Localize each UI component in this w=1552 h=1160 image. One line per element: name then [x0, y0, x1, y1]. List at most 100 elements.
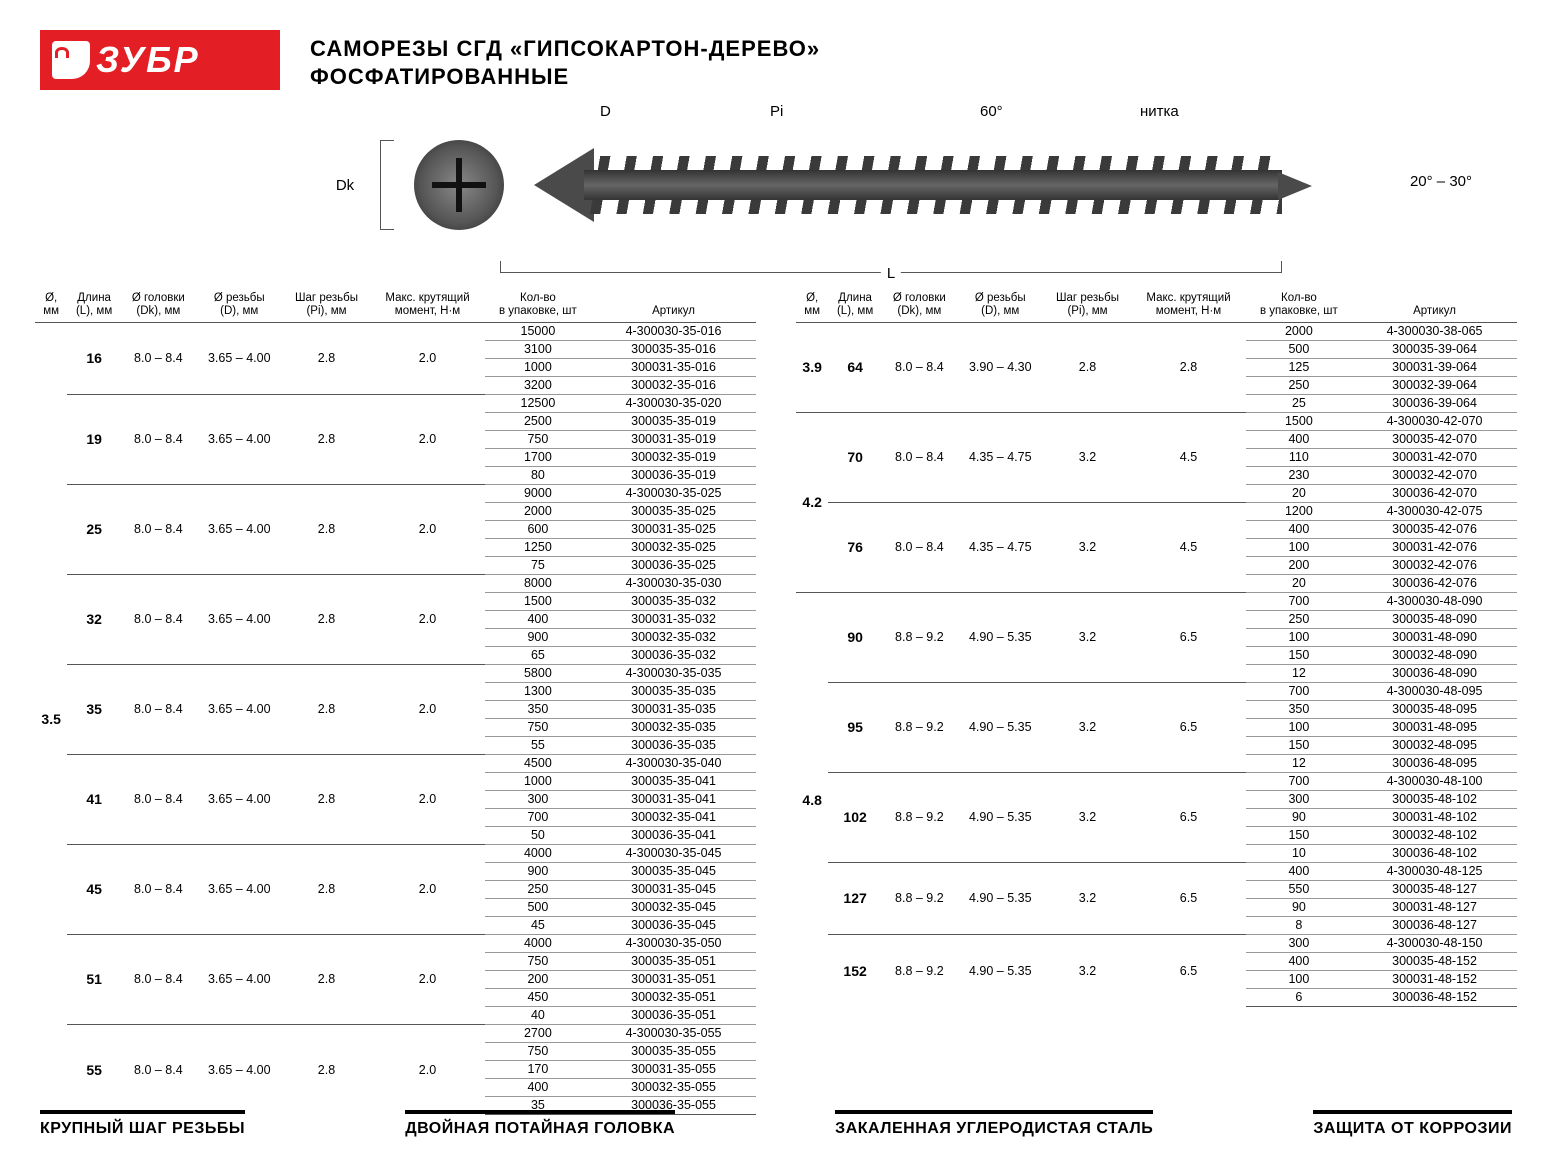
- cell-tq: 2.0: [370, 323, 485, 395]
- cell-pack-qty: 100: [1246, 971, 1352, 989]
- col-header: Шаг резьбы(Pi), мм: [1044, 290, 1132, 323]
- cell-article: 300035-35-041: [591, 773, 756, 791]
- cell-dk: 8.8 – 9.2: [882, 683, 957, 773]
- cell-article: 4-300030-35-040: [591, 755, 756, 773]
- cell-pack-qty: 65: [485, 647, 591, 665]
- cell-article: 300035-48-102: [1352, 791, 1517, 809]
- cell-tq: 6.5: [1131, 593, 1246, 683]
- cell-pack-qty: 170: [485, 1061, 591, 1079]
- cell-dk: 8.0 – 8.4: [121, 665, 196, 755]
- cell-pi: 3.2: [1044, 773, 1132, 863]
- cell-tq: 2.0: [370, 485, 485, 575]
- col-header: Ø головки(Dk), мм: [121, 290, 196, 323]
- col-header: Шаг резьбы(Pi), мм: [283, 290, 371, 323]
- cell-article: 300032-35-041: [591, 809, 756, 827]
- screw-diagram: Dk D Pi 60° нитка 20° – 30° L: [320, 105, 1452, 265]
- cell-pack-qty: 200: [485, 971, 591, 989]
- cell-diameter: 4.2: [796, 413, 828, 593]
- cell-article: 4-300030-42-070: [1352, 413, 1517, 431]
- cell-pack-qty: 400: [485, 611, 591, 629]
- cell-tq: 2.0: [370, 1025, 485, 1115]
- cell-d: 4.35 – 4.75: [957, 503, 1044, 593]
- cell-d: 3.65 – 4.00: [196, 395, 283, 485]
- cell-dk: 8.0 – 8.4: [882, 503, 957, 593]
- cell-article: 300032-35-045: [591, 899, 756, 917]
- cell-article: 300035-42-076: [1352, 521, 1517, 539]
- cell-article: 4-300030-35-045: [591, 845, 756, 863]
- brand-logo: ЗУБР: [40, 30, 280, 90]
- cell-pack-qty: 350: [485, 701, 591, 719]
- cell-article: 300036-35-051: [591, 1007, 756, 1025]
- cell-tq: 6.5: [1131, 935, 1246, 1007]
- cell-pack-qty: 200: [1246, 557, 1352, 575]
- cell-pack-qty: 750: [485, 719, 591, 737]
- cell-article: 300031-35-019: [591, 431, 756, 449]
- col-header: Артикул: [1352, 290, 1517, 323]
- cell-pack-qty: 400: [1246, 953, 1352, 971]
- cell-pack-qty: 400: [1246, 521, 1352, 539]
- label-60: 60°: [980, 103, 1003, 120]
- cell-len: 76: [828, 503, 882, 593]
- cell-article: 300035-35-016: [591, 341, 756, 359]
- cell-pack-qty: 300: [1246, 791, 1352, 809]
- cell-pi: 2.8: [283, 575, 371, 665]
- cell-dk: 8.0 – 8.4: [882, 323, 957, 413]
- cell-dk: 8.0 – 8.4: [121, 485, 196, 575]
- cell-pack-qty: 2000: [485, 503, 591, 521]
- cell-pi: 2.8: [283, 755, 371, 845]
- cell-article: 300032-35-016: [591, 377, 756, 395]
- cell-article: 300031-48-102: [1352, 809, 1517, 827]
- cell-d: 4.90 – 5.35: [957, 863, 1044, 935]
- cell-len: 41: [67, 755, 121, 845]
- cell-article: 300031-35-016: [591, 359, 756, 377]
- screw-head-top-icon: [414, 140, 504, 230]
- cell-pack-qty: 400: [485, 1079, 591, 1097]
- cell-pi: 2.8: [283, 485, 371, 575]
- cell-pack-qty: 250: [1246, 377, 1352, 395]
- cell-pack-qty: 6: [1246, 989, 1352, 1007]
- cell-pack-qty: 400: [1246, 431, 1352, 449]
- cell-d: 3.65 – 4.00: [196, 575, 283, 665]
- cell-pack-qty: 100: [1246, 539, 1352, 557]
- cell-pack-qty: 40: [485, 1007, 591, 1025]
- cell-article: 300031-48-152: [1352, 971, 1517, 989]
- cell-article: 300035-39-064: [1352, 341, 1517, 359]
- cell-pack-qty: 90: [1246, 809, 1352, 827]
- cell-len: 127: [828, 863, 882, 935]
- cell-pack-qty: 1000: [485, 773, 591, 791]
- cell-pack-qty: 75: [485, 557, 591, 575]
- bison-icon: [52, 41, 90, 79]
- footer-feature: ЗАКАЛЕННАЯ УГЛЕРОДИСТАЯ СТАЛЬ: [835, 1110, 1153, 1138]
- cell-pack-qty: 25: [1246, 395, 1352, 413]
- cell-article: 300032-35-032: [591, 629, 756, 647]
- cell-article: 300035-35-035: [591, 683, 756, 701]
- cell-pi: 2.8: [283, 935, 371, 1025]
- cell-article: 4-300030-48-150: [1352, 935, 1517, 953]
- cell-pi: 2.8: [283, 665, 371, 755]
- cell-pack-qty: 1500: [1246, 413, 1352, 431]
- cell-pack-qty: 400: [1246, 863, 1352, 881]
- cell-dk: 8.8 – 9.2: [882, 773, 957, 863]
- cell-article: 300035-35-051: [591, 953, 756, 971]
- cell-pi: 2.8: [283, 1025, 371, 1115]
- cell-d: 3.65 – 4.00: [196, 845, 283, 935]
- cell-pack-qty: 500: [1246, 341, 1352, 359]
- footer-features: КРУПНЫЙ ШАГ РЕЗЬБЫДВОЙНАЯ ПОТАЙНАЯ ГОЛОВ…: [40, 1110, 1512, 1138]
- cell-article: 300036-35-035: [591, 737, 756, 755]
- cell-d: 4.90 – 5.35: [957, 593, 1044, 683]
- cell-d: 3.65 – 4.00: [196, 935, 283, 1025]
- cell-tq: 6.5: [1131, 683, 1246, 773]
- cell-pack-qty: 250: [485, 881, 591, 899]
- cell-pack-qty: 750: [485, 431, 591, 449]
- cell-dk: 8.0 – 8.4: [121, 575, 196, 665]
- cell-pack-qty: 230: [1246, 467, 1352, 485]
- cell-pack-qty: 4000: [485, 935, 591, 953]
- cell-article: 4-300030-48-125: [1352, 863, 1517, 881]
- cell-tq: 2.0: [370, 935, 485, 1025]
- cell-pack-qty: 45: [485, 917, 591, 935]
- cell-pack-qty: 2700: [485, 1025, 591, 1043]
- cell-article: 300032-35-055: [591, 1079, 756, 1097]
- cell-pack-qty: 4500: [485, 755, 591, 773]
- cell-pack-qty: 100: [1246, 719, 1352, 737]
- col-header: Длина(L), мм: [828, 290, 882, 323]
